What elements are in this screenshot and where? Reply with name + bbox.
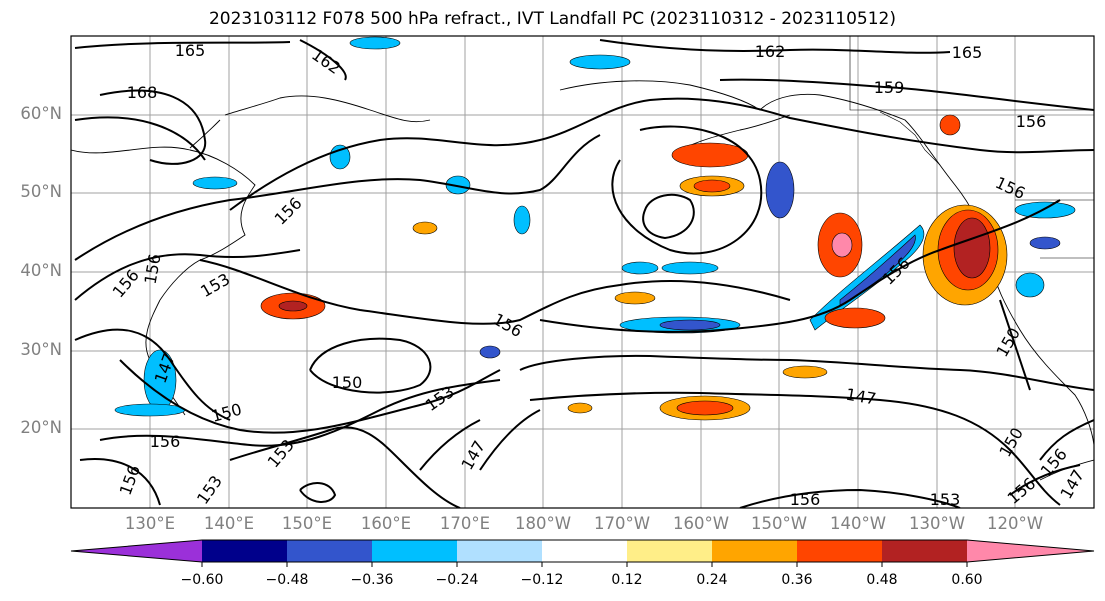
colorbar-tick-label: −0.48 [265,572,309,588]
colorbar-swatch-10 [967,540,1094,562]
contour-label: 156 [109,266,143,302]
latitude-label: 30°N [20,340,62,359]
longitude-label: 160°W [672,514,730,533]
contour-label: 165 [952,43,983,62]
colorbar [70,539,1095,567]
colorbar-swatch-3 [372,540,457,562]
colorbar-swatch-1 [202,540,287,562]
longitude-label: 150°E [281,514,333,533]
contour-label: 147 [457,437,489,473]
colorbar-tick-label: 0.60 [951,572,983,588]
graticule [71,36,1094,508]
contour-label: 156 [141,252,165,285]
longitude-label: 130°E [124,514,176,533]
contour-label: 156 [150,432,181,451]
longitude-label: 120°W [986,514,1044,533]
contour-label: 147 [1056,466,1088,502]
map-frame [70,35,1095,509]
colorbar-tick-label: −0.36 [350,572,394,588]
contour-label: 156 [116,463,144,498]
contour-label: 156 [1016,112,1047,131]
contour-label: 150 [995,424,1027,460]
contour-label: 168 [127,83,158,102]
colorbar-tick-label: 0.36 [781,572,813,588]
colorbar-swatch-0 [71,540,202,562]
colorbar-swatch-5 [542,540,627,562]
contour-label: 156 [992,173,1028,203]
longitude-label: 140°E [203,514,255,533]
longitude-label: 170°W [593,514,651,533]
contour-label: 165 [175,41,206,60]
map-title: 2023103112 F078 500 hPa refract., IVT La… [208,9,896,29]
colorbar-tick-label: −0.12 [520,572,564,588]
colorbar-swatch-2 [287,540,372,562]
longitude-label: 150°W [750,514,808,533]
contour-label: 150 [209,400,243,426]
longitude-label: 180°W [514,514,572,533]
colorbar-tick-label: 0.24 [696,572,728,588]
contour-label: 159 [874,78,905,97]
latitude-label: 60°N [20,104,62,123]
longitude-label: 130°W [908,514,966,533]
contour-label: 156 [271,194,306,229]
shaded-anomalies [114,36,1076,421]
latitude-label: 20°N [20,418,62,437]
longitude-label: 140°W [829,514,887,533]
contour-label: 150 [332,373,363,392]
colorbar-tick-label: 0.48 [866,572,898,588]
contour-label: 162 [308,45,344,78]
colorbar-swatch-8 [797,540,882,562]
colorbar-swatch-6 [627,540,712,562]
colorbar-tick-label: −0.60 [180,572,224,588]
contour-label: 156 [490,309,526,341]
contour-label: 162 [755,42,786,61]
contour-label: 147 [844,385,877,409]
contour-label: 153 [193,472,226,508]
colorbar-swatch-7 [712,540,797,562]
colorbar-tick-label: −0.24 [435,572,479,588]
height-contours [74,39,1094,508]
latitude-label: 40°N [20,261,62,280]
latitude-label: 50°N [20,182,62,201]
contour-label: 153 [197,269,233,301]
colorbar-tick-label: 0.12 [611,572,643,588]
colorbar-swatch-9 [882,540,967,562]
contour-label: 153 [930,490,961,509]
contour-label: 156 [790,490,821,509]
longitude-label: 160°E [360,514,412,533]
longitude-label: 170°E [439,514,491,533]
colorbar-swatch-4 [457,540,542,562]
